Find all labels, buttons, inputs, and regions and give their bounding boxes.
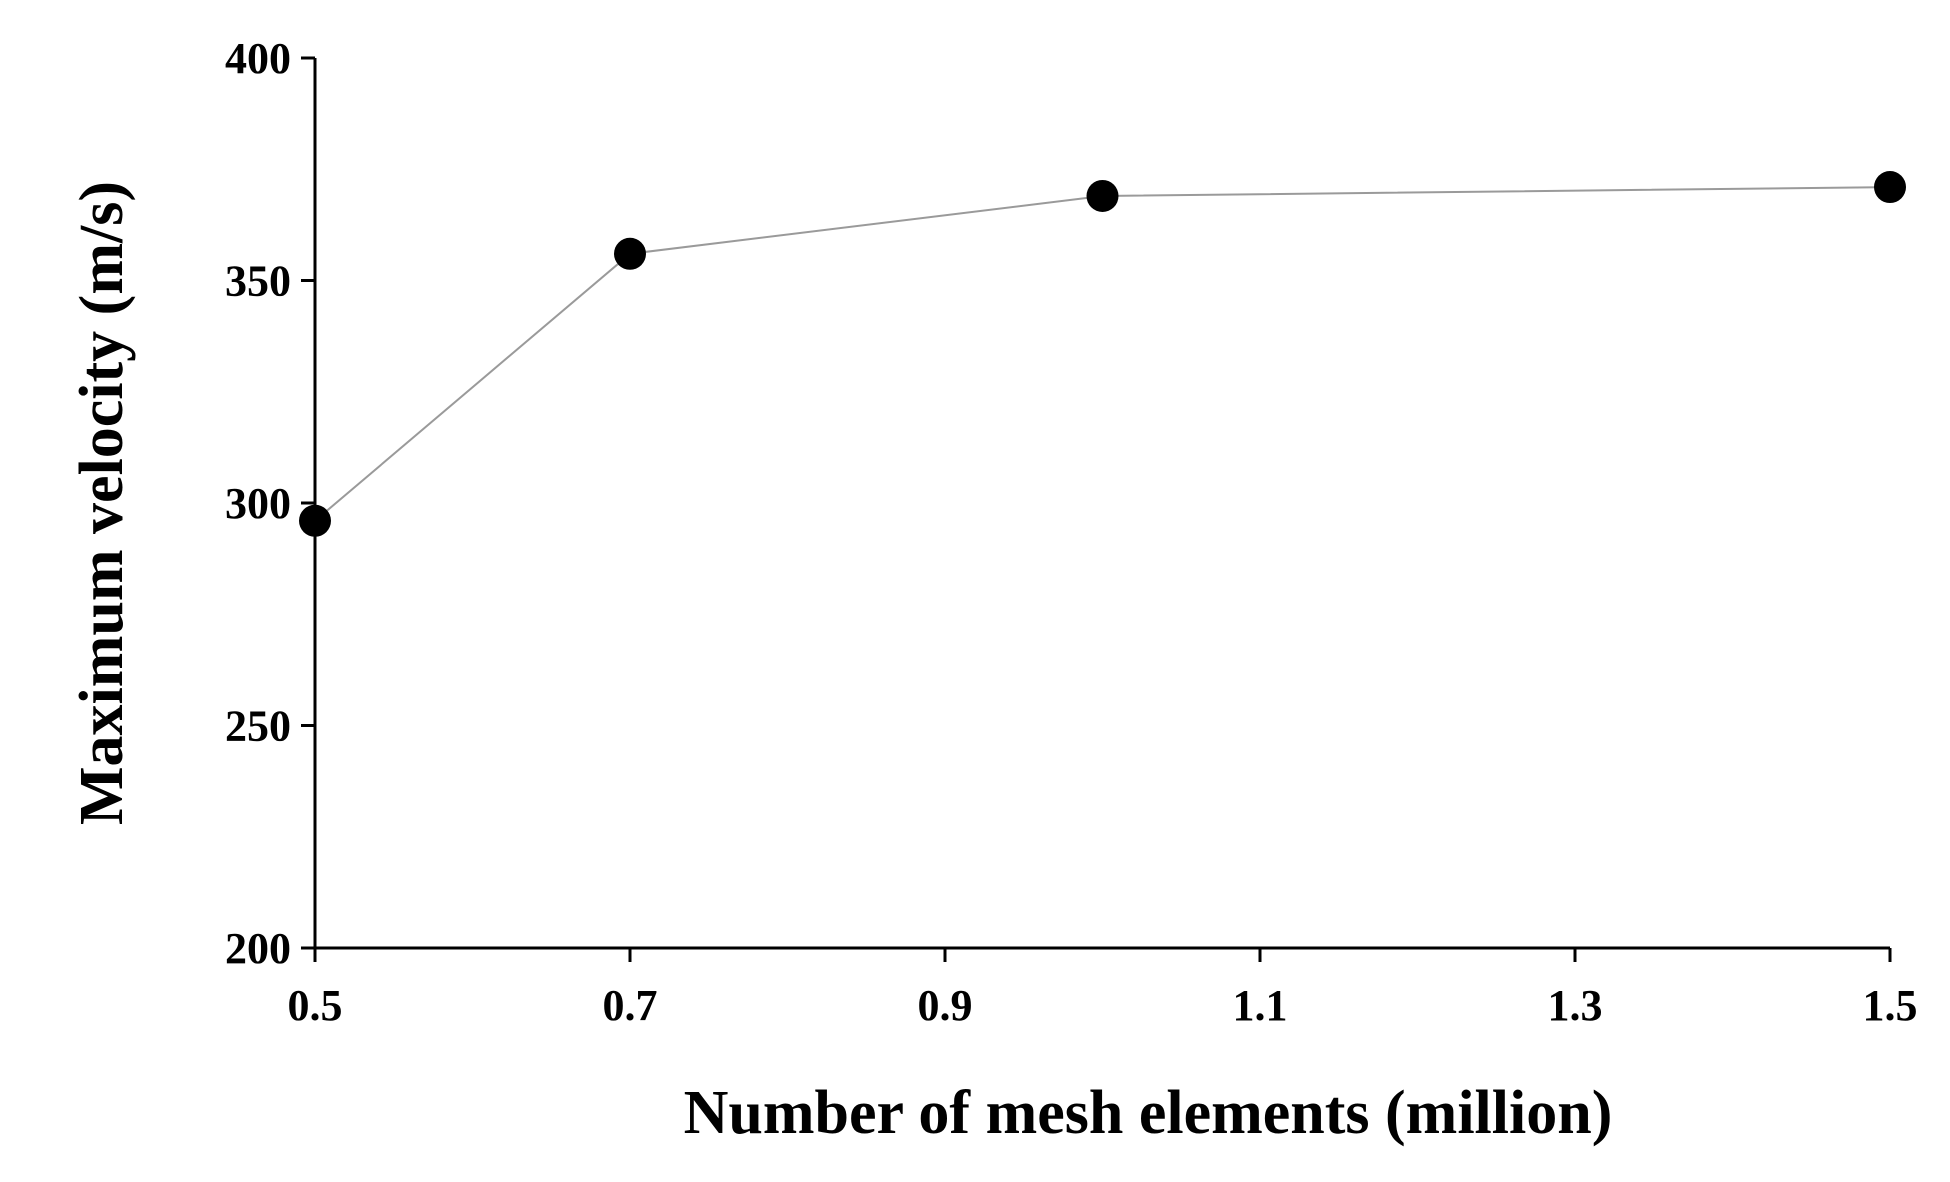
y-tick-label: 350 — [225, 257, 291, 306]
x-tick-label: 0.5 — [288, 981, 343, 1030]
x-tick-label: 0.7 — [603, 981, 658, 1030]
x-tick-label: 1.5 — [1863, 981, 1918, 1030]
data-point — [299, 504, 331, 537]
x-axis-title: Number of mesh elements (million) — [684, 1079, 1613, 1147]
y-tick-label: 400 — [225, 34, 291, 83]
y-tick-label: 200 — [225, 924, 291, 973]
x-ticks: 0.5 0.7 0.9 1.1 1.3 1.5 — [288, 948, 1918, 1030]
data-point — [614, 237, 646, 270]
x-tick-label: 1.1 — [1233, 981, 1288, 1030]
series-layer — [299, 171, 1906, 537]
y-ticks: 200 250 300 350 400 — [225, 34, 315, 973]
data-point — [1086, 179, 1119, 212]
x-tick-label: 0.9 — [918, 981, 973, 1030]
y-tick-label: 300 — [225, 479, 291, 528]
y-axis-title: Maximum velocity (m/s) — [68, 181, 136, 825]
y-tick-label: 250 — [225, 702, 291, 751]
data-point — [1874, 171, 1906, 204]
x-tick-label: 1.3 — [1548, 981, 1603, 1030]
axes: 200 250 300 350 400 0.5 0.7 0.9 1.1 1.3 1.5 — [225, 34, 1918, 1030]
series-line — [314, 186, 1891, 522]
